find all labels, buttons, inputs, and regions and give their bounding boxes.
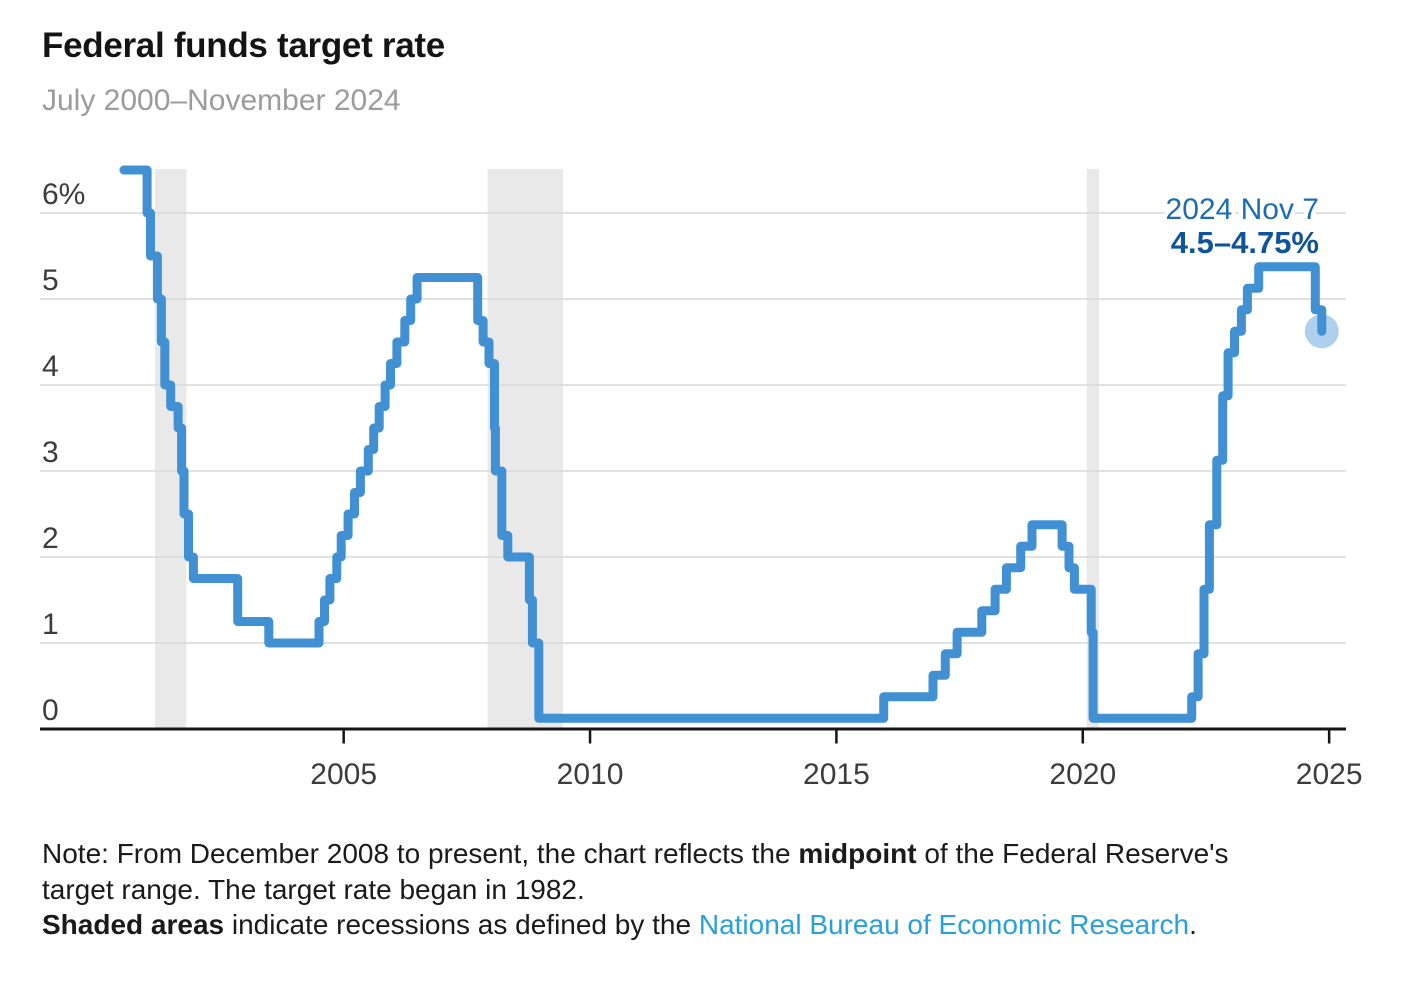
footnote-bold-midpoint: midpoint (798, 838, 917, 869)
x-tick-label: 2025 (1296, 758, 1363, 791)
gridlines: 6% 5 4 3 2 1 0 (40, 178, 1346, 731)
footnote-text: indicate recessions as defined by the (224, 909, 699, 940)
annotation-value: 4.5–4.75% (1171, 225, 1319, 260)
rate-line (119, 165, 1327, 723)
y-tick-label: 4 (42, 350, 59, 383)
footnote-bold-shaded-areas: Shaded areas (42, 909, 225, 940)
footnote-line-2: Shaded areas indicate recessions as defi… (42, 907, 1257, 943)
fed-funds-rate-chart: 6% 5 4 3 2 1 0 2005 2010 2015 2020 2025 2024 Nov 74.… (40, 165, 1363, 791)
annotation-date: 2024 Nov 7 (1166, 193, 1319, 226)
page-subtitle: July 2000–November 2024 (42, 84, 401, 117)
footnote-line-1: Note: From December 2008 to present, the… (42, 836, 1257, 907)
y-tick-label: 3 (42, 436, 59, 469)
y-tick-label: 6% (42, 178, 85, 211)
x-tick-label: 2010 (557, 758, 624, 791)
footnote: Note: From December 2008 to present, the… (42, 836, 1257, 943)
footnote-text: . (1189, 909, 1197, 940)
nber-link[interactable]: National Bureau of Economic Research (698, 909, 1190, 940)
x-axis: 2005 2010 2015 2020 2025 (310, 730, 1363, 791)
y-tick-label: 0 (42, 694, 59, 727)
x-tick-label: 2020 (1049, 758, 1116, 791)
x-tick-label: 2015 (803, 758, 870, 791)
page-title: Federal funds target rate (42, 26, 445, 65)
y-tick-label: 2 (42, 522, 59, 555)
x-tick-label: 2005 (310, 758, 377, 791)
recession-band (487, 169, 563, 729)
footnote-text: Note: From December 2008 to present, the… (42, 838, 799, 869)
footnote-text: of the Federal Reserve's target range. T… (42, 838, 1229, 905)
y-tick-label: 1 (42, 608, 59, 641)
y-tick-label: 5 (42, 264, 59, 297)
